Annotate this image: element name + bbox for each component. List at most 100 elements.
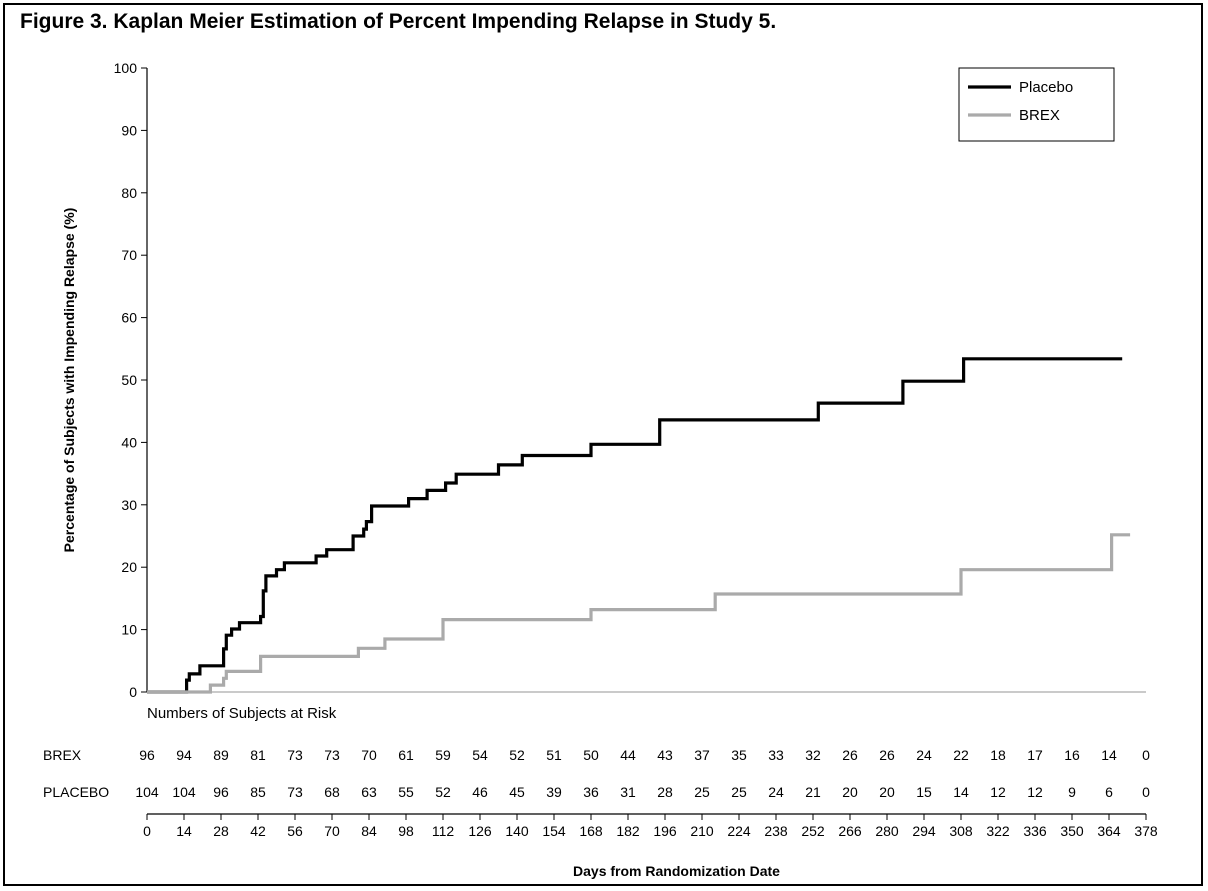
risk-count: 61	[398, 747, 414, 763]
x-tick-label: 294	[912, 823, 936, 839]
legend: Placebo BREX	[958, 67, 1115, 142]
legend-label-brex: BREX	[1019, 107, 1060, 124]
x-tick-label: 140	[505, 823, 529, 839]
risk-count: 32	[805, 747, 821, 763]
x-tick-label: 182	[616, 823, 640, 839]
risk-count: 12	[1027, 784, 1043, 800]
risk-count: 31	[620, 784, 636, 800]
figure-frame	[3, 3, 1203, 886]
risk-count: 12	[990, 784, 1006, 800]
x-tick-label: 252	[801, 823, 825, 839]
risk-count: 17	[1027, 747, 1043, 763]
risk-count: 55	[398, 784, 414, 800]
risk-count: 46	[472, 784, 488, 800]
risk-count: 44	[620, 747, 636, 763]
risk-count: 39	[546, 784, 562, 800]
x-tick-label: 154	[542, 823, 566, 839]
risk-count: 96	[213, 784, 229, 800]
risk-count: 24	[768, 784, 784, 800]
risk-count: 96	[139, 747, 155, 763]
x-tick-label: 98	[398, 823, 414, 839]
y-tick-label: 70	[121, 247, 137, 263]
x-tick-label: 322	[986, 823, 1010, 839]
risk-table-heading: Numbers of Subjects at Risk	[147, 705, 337, 722]
x-tick-label: 56	[287, 823, 303, 839]
y-tick-label: 50	[121, 372, 137, 388]
risk-count: 25	[694, 784, 710, 800]
risk-count: 33	[768, 747, 784, 763]
risk-count: 24	[916, 747, 932, 763]
risk-count: 50	[583, 747, 599, 763]
y-tick-label: 30	[121, 497, 137, 513]
x-tick-label: 112	[432, 823, 455, 839]
risk-count: 22	[953, 747, 969, 763]
risk-count: 43	[657, 747, 673, 763]
risk-count: 26	[879, 747, 895, 763]
risk-count: 104	[135, 784, 159, 800]
risk-count: 73	[287, 747, 303, 763]
risk-count: 15	[916, 784, 932, 800]
risk-count: 52	[509, 747, 525, 763]
risk-count: 94	[176, 747, 192, 763]
risk-count: 59	[435, 747, 451, 763]
x-tick-label: 378	[1134, 823, 1158, 839]
series-line-placebo	[147, 357, 1123, 694]
risk-count: 37	[694, 747, 710, 763]
risk-count: 36	[583, 784, 599, 800]
x-tick-label: 42	[250, 823, 266, 839]
risk-count: 73	[287, 784, 303, 800]
x-tick-label: 84	[361, 823, 377, 839]
risk-count: 20	[842, 784, 858, 800]
x-tick-label: 0	[143, 823, 151, 839]
y-tick-label: 90	[121, 122, 137, 138]
x-tick-label: 126	[468, 823, 492, 839]
risk-row-label-placebo: PLACEBO	[43, 784, 109, 800]
x-tick-label: 70	[324, 823, 340, 839]
y-tick-label: 20	[121, 559, 137, 575]
y-tick-label: 100	[114, 60, 138, 76]
x-tick-label: 280	[875, 823, 899, 839]
risk-count: 14	[1101, 747, 1117, 763]
y-tick-label: 10	[121, 622, 137, 638]
x-tick-label: 336	[1023, 823, 1047, 839]
x-tick-label: 196	[653, 823, 677, 839]
risk-row-label-brex: BREX	[43, 747, 82, 763]
risk-count: 54	[472, 747, 488, 763]
x-tick-label: 266	[838, 823, 862, 839]
risk-count: 6	[1105, 784, 1113, 800]
risk-count: 21	[805, 784, 821, 800]
x-tick-label: 14	[176, 823, 192, 839]
x-tick-label: 210	[690, 823, 714, 839]
x-tick-label: 238	[764, 823, 788, 839]
legend-label-placebo: Placebo	[1019, 79, 1073, 96]
risk-count: 52	[435, 784, 451, 800]
risk-count: 45	[509, 784, 525, 800]
risk-count: 20	[879, 784, 895, 800]
risk-count: 16	[1064, 747, 1080, 763]
risk-count: 81	[250, 747, 266, 763]
x-tick-label: 308	[949, 823, 973, 839]
risk-count: 68	[324, 784, 340, 800]
risk-count: 63	[361, 784, 377, 800]
x-axis-label: Days from Randomization Date	[573, 863, 780, 879]
figure-title: Figure 3. Kaplan Meier Estimation of Per…	[20, 10, 777, 33]
x-tick-label: 224	[727, 823, 751, 839]
series-layer	[147, 357, 1131, 694]
y-tick-label: 80	[121, 185, 137, 201]
risk-count: 26	[842, 747, 858, 763]
risk-count: 51	[546, 747, 562, 763]
risk-count: 70	[361, 747, 377, 763]
risk-count: 85	[250, 784, 266, 800]
risk-count: 35	[731, 747, 747, 763]
y-tick-label: 40	[121, 434, 137, 450]
y-tick-label: 60	[121, 310, 137, 326]
risk-count: 9	[1068, 784, 1076, 800]
legend-box	[958, 67, 1115, 142]
x-tick-label: 364	[1097, 823, 1121, 839]
risk-count: 104	[172, 784, 196, 800]
y-axis-label: Percentage of Subjects with Impending Re…	[61, 208, 77, 553]
risk-count: 0	[1142, 784, 1150, 800]
